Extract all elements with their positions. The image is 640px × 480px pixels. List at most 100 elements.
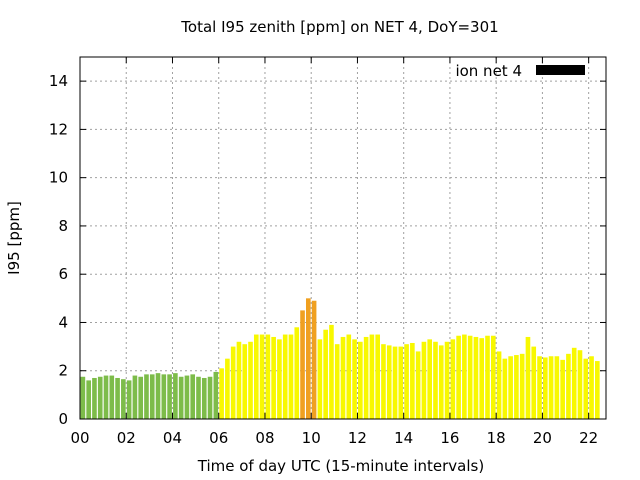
bar xyxy=(450,339,456,419)
bar xyxy=(531,346,537,419)
bar xyxy=(259,334,265,419)
bar xyxy=(248,341,253,419)
bar xyxy=(410,342,415,419)
bar xyxy=(92,377,97,419)
bar xyxy=(456,335,461,419)
bar xyxy=(103,375,109,419)
bar xyxy=(109,375,115,419)
bar xyxy=(277,339,282,419)
bar xyxy=(288,334,294,419)
bar xyxy=(502,358,508,419)
x-tick-label: 08 xyxy=(255,429,274,447)
bar xyxy=(392,346,398,419)
bar xyxy=(201,377,207,419)
bar xyxy=(161,374,167,419)
bar xyxy=(121,379,126,419)
x-tick-label: 16 xyxy=(440,429,459,447)
x-tick-label: 00 xyxy=(70,429,89,447)
bar xyxy=(282,334,288,419)
bar xyxy=(473,336,479,419)
bar xyxy=(271,336,276,419)
bar xyxy=(225,358,230,419)
y-tick-label: 0 xyxy=(58,410,68,428)
bar xyxy=(485,335,490,419)
bar xyxy=(86,380,91,419)
grid-lines xyxy=(80,57,606,419)
bar xyxy=(300,310,305,419)
bar xyxy=(334,344,340,419)
bar xyxy=(571,347,577,419)
bar xyxy=(369,334,375,419)
bar xyxy=(589,356,594,419)
bar xyxy=(415,351,421,419)
x-tick-label: 12 xyxy=(348,429,367,447)
y-tick-label: 12 xyxy=(49,120,68,138)
bar xyxy=(467,335,473,419)
x-axis-ticks: 00 02 04 06 08 10 12 14 16 18 20 22 xyxy=(70,57,598,447)
bar xyxy=(358,341,363,419)
bar xyxy=(294,327,300,419)
bar-series xyxy=(80,298,600,419)
y-axis-label: I95 [ppm] xyxy=(5,201,23,275)
bar xyxy=(514,355,519,419)
bar xyxy=(80,376,86,419)
bar xyxy=(519,353,525,419)
bar xyxy=(196,376,201,419)
bar xyxy=(525,336,531,419)
bar xyxy=(537,356,542,419)
bar xyxy=(560,359,565,419)
bar xyxy=(178,376,184,419)
bar xyxy=(375,334,380,419)
x-tick-label: 10 xyxy=(302,429,321,447)
bar xyxy=(132,375,138,419)
x-tick-label: 14 xyxy=(394,429,413,447)
bar xyxy=(126,380,132,419)
bar xyxy=(421,341,427,419)
bar xyxy=(490,335,496,419)
bar xyxy=(542,357,548,419)
bar xyxy=(219,368,224,419)
bar xyxy=(230,346,236,419)
bar xyxy=(167,374,172,419)
y-tick-label: 4 xyxy=(58,313,68,331)
bar xyxy=(323,329,328,419)
bar xyxy=(329,324,334,419)
bar xyxy=(184,375,190,419)
legend-swatch xyxy=(536,65,585,75)
x-axis-label: Time of day UTC (15-minute intervals) xyxy=(197,457,484,475)
bar xyxy=(381,344,386,419)
y-axis-ticks: 0 2 4 6 8 10 12 14 xyxy=(49,72,606,428)
bar xyxy=(444,341,450,419)
bar xyxy=(433,341,438,419)
bar xyxy=(190,374,196,419)
bar xyxy=(340,336,346,419)
bar xyxy=(479,338,485,419)
bar xyxy=(346,334,352,419)
bar xyxy=(427,339,433,419)
bar xyxy=(595,361,600,419)
x-tick-label: 06 xyxy=(209,429,228,447)
plot-frame xyxy=(79,56,607,420)
y-tick-label: 10 xyxy=(49,169,68,187)
bar xyxy=(398,346,404,419)
x-tick-label: 22 xyxy=(579,429,598,447)
x-tick-label: 18 xyxy=(487,429,506,447)
bar xyxy=(363,336,369,419)
chart-title: Total I95 zenith [ppm] on NET 4, DoY=301 xyxy=(180,18,498,36)
bar xyxy=(566,353,571,419)
bar xyxy=(352,339,357,419)
bar xyxy=(311,300,317,419)
bar xyxy=(404,344,409,419)
bar xyxy=(213,371,219,419)
bar xyxy=(265,334,271,419)
bar xyxy=(144,374,149,419)
y-tick-label: 14 xyxy=(49,72,68,90)
y-tick-label: 8 xyxy=(58,217,68,235)
legend-label: ion net 4 xyxy=(455,62,522,80)
bar xyxy=(577,350,583,419)
bar xyxy=(155,373,161,419)
bar xyxy=(438,345,444,419)
bar xyxy=(583,358,589,419)
bar xyxy=(386,345,392,419)
